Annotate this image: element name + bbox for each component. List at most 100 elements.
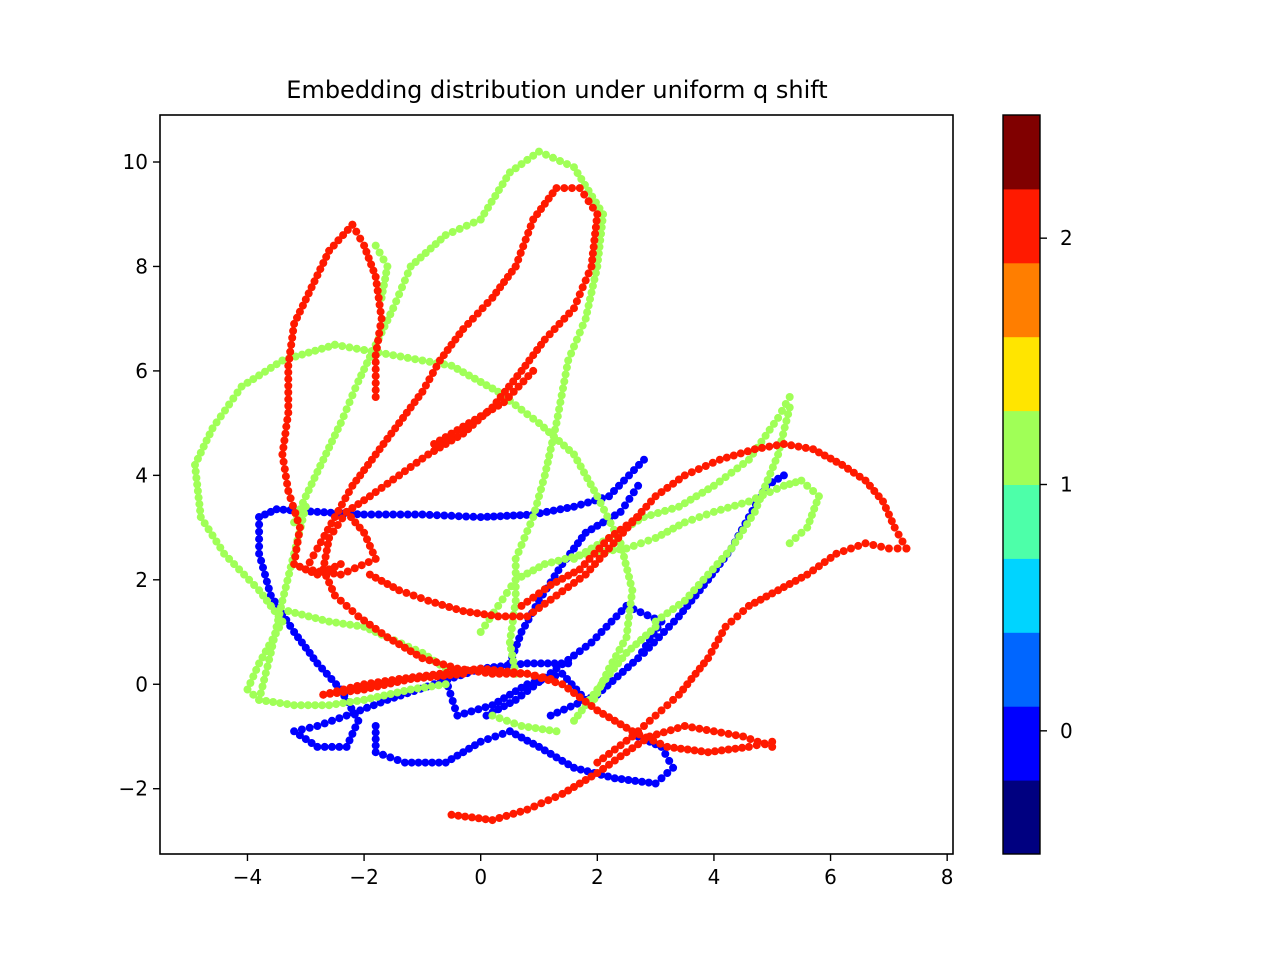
data-point-class-0	[491, 732, 500, 741]
data-point-class-1	[586, 480, 595, 489]
data-point-class-2	[373, 682, 382, 691]
data-point-class-0	[587, 638, 596, 647]
data-point-class-2	[578, 283, 587, 292]
data-point-class-1	[663, 609, 672, 618]
data-point-class-2	[855, 472, 864, 481]
data-point-class-1	[590, 486, 598, 495]
data-point-class-2	[377, 314, 386, 323]
data-point-class-2	[593, 706, 602, 715]
data-point-class-1	[462, 221, 471, 230]
data-point-class-1	[258, 653, 267, 662]
data-point-class-2	[431, 598, 440, 607]
colorbar-segment	[1003, 115, 1040, 190]
data-point-class-2	[666, 726, 675, 735]
data-point-class-1	[379, 281, 388, 290]
data-point-class-1	[283, 700, 292, 709]
data-point-class-2	[371, 488, 380, 497]
data-point-class-1	[502, 716, 511, 725]
data-point-class-2	[380, 681, 389, 689]
data-point-class-2	[575, 574, 584, 583]
data-point-class-1	[268, 642, 277, 651]
data-point-class-2	[418, 654, 427, 663]
data-point-class-0	[360, 510, 369, 519]
data-point-class-0	[537, 659, 545, 668]
data-point-class-1	[570, 554, 578, 563]
data-point-class-1	[345, 398, 354, 407]
data-point-class-2	[558, 574, 567, 583]
data-point-class-2	[339, 688, 348, 697]
data-point-class-2	[321, 552, 330, 561]
data-point-class-0	[549, 506, 558, 515]
data-point-class-2	[546, 595, 555, 604]
data-point-class-2	[374, 293, 383, 302]
data-point-class-1	[193, 454, 202, 463]
data-point-class-0	[262, 577, 271, 586]
data-point-class-1	[702, 510, 711, 519]
data-point-class-1	[310, 474, 319, 482]
data-point-class-2	[844, 464, 852, 473]
data-point-class-1	[263, 662, 272, 671]
data-point-class-2	[622, 748, 631, 757]
data-point-class-0	[610, 511, 619, 520]
data-point-class-1	[524, 723, 533, 732]
data-point-class-1	[297, 701, 306, 710]
data-point-class-2	[307, 283, 316, 292]
data-point-class-0	[451, 704, 459, 713]
data-point-class-0	[328, 716, 336, 725]
data-point-class-2	[418, 454, 427, 463]
data-point-class-1	[730, 501, 739, 510]
data-point-class-2	[354, 612, 363, 621]
data-point-class-0	[279, 505, 288, 514]
data-point-class-1	[690, 586, 699, 595]
data-point-class-1	[782, 416, 791, 425]
data-point-class-2	[291, 509, 300, 517]
data-point-class-0	[411, 510, 420, 519]
data-point-class-2	[344, 488, 353, 497]
data-point-class-2	[400, 643, 409, 652]
data-point-class-0	[517, 628, 526, 636]
data-point-class-1	[494, 601, 503, 610]
data-point-class-2	[288, 333, 297, 342]
data-point-class-0	[255, 542, 264, 551]
data-point-class-2	[803, 570, 812, 579]
data-point-class-2	[435, 443, 444, 452]
data-point-class-1	[785, 539, 794, 548]
data-point-class-1	[272, 622, 281, 631]
data-point-class-1	[542, 464, 551, 473]
data-point-class-0	[374, 510, 383, 519]
data-point-class-2	[761, 740, 769, 749]
data-point-class-2	[724, 745, 733, 754]
data-point-class-2	[338, 514, 347, 523]
data-point-class-0	[605, 492, 613, 501]
data-point-class-1	[514, 548, 523, 556]
data-point-class-1	[258, 682, 267, 691]
data-point-class-2	[371, 272, 380, 281]
data-point-class-1	[380, 691, 389, 700]
data-point-class-2	[432, 362, 441, 371]
data-point-class-2	[480, 610, 489, 619]
data-point-class-2	[419, 673, 428, 682]
data-point-class-2	[727, 617, 736, 626]
data-point-class-2	[616, 741, 625, 750]
data-point-class-2	[389, 636, 398, 645]
data-point-class-1	[328, 437, 336, 446]
data-point-class-1	[200, 519, 209, 528]
data-point-class-0	[459, 748, 468, 757]
data-point-class-2	[494, 401, 503, 410]
data-point-class-1	[307, 480, 316, 489]
data-point-class-2	[280, 436, 289, 445]
data-point-class-1	[580, 468, 588, 477]
data-point-class-0	[610, 487, 618, 495]
data-point-class-1	[680, 499, 689, 508]
data-point-class-2	[360, 496, 369, 505]
data-point-class-0	[573, 699, 582, 708]
data-point-class-2	[616, 752, 625, 761]
data-point-class-1	[208, 531, 217, 540]
data-point-class-2	[481, 815, 490, 824]
data-point-class-2	[552, 184, 561, 193]
data-point-class-1	[523, 410, 532, 419]
data-point-class-2	[309, 551, 318, 560]
data-point-class-1	[332, 700, 341, 709]
data-point-class-0	[264, 584, 273, 593]
data-point-class-0	[645, 643, 653, 652]
